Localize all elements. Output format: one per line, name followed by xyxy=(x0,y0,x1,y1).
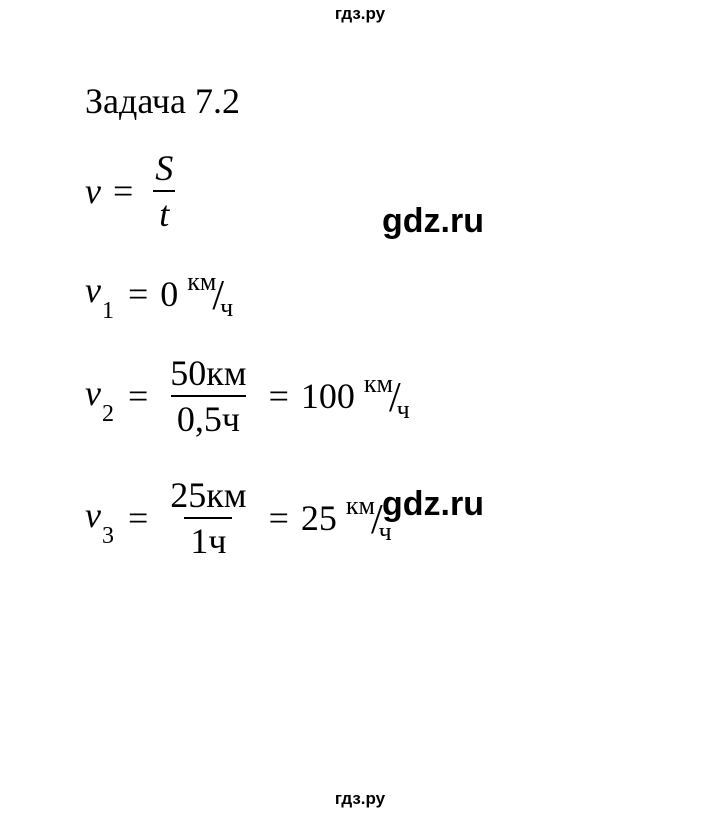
var-v3-sub: 3 xyxy=(102,523,114,549)
v2-numerator: 50км xyxy=(164,355,252,395)
v3-fraction: 25км 1ч xyxy=(164,477,252,559)
equation-v3: v3 = 25км 1ч = 25 км / ч xyxy=(85,477,645,559)
v2-value: 100 xyxy=(301,378,355,414)
v1-value: 0 xyxy=(160,276,178,312)
watermark-top: гдз.ру xyxy=(335,4,385,24)
equals-sign: = xyxy=(113,173,133,209)
var-v1-letter: v xyxy=(85,270,101,310)
v1-unit: км / ч xyxy=(187,273,233,315)
numerator-s: S xyxy=(149,150,179,190)
var-v2: v2 xyxy=(85,375,116,418)
v2-denominator: 0,5ч xyxy=(171,395,246,437)
var-v2-letter: v xyxy=(85,373,101,413)
var-v1: v1 xyxy=(85,272,116,315)
content: Задача 7.2 v = S t v1 = 0 км / ч xyxy=(85,80,645,591)
var-v2-sub: 2 xyxy=(102,401,114,427)
equation-v1: v1 = 0 км / ч xyxy=(85,272,645,315)
var-v1-sub: 1 xyxy=(102,298,114,324)
var-v3: v3 xyxy=(85,497,116,540)
equals-sign: = xyxy=(269,378,289,414)
var-v: v xyxy=(85,173,101,209)
equals-sign: = xyxy=(128,500,148,536)
v3-numerator: 25км xyxy=(164,477,252,517)
equation-v2: v2 = 50км 0,5ч = 100 км / ч xyxy=(85,355,645,437)
problem-title: Задача 7.2 xyxy=(85,80,645,122)
equals-sign: = xyxy=(128,378,148,414)
unit-h: ч xyxy=(397,397,410,423)
denominator-t: t xyxy=(153,190,175,232)
watermark-bottom: гдз.ру xyxy=(335,789,385,809)
v3-unit: км / ч xyxy=(346,497,392,539)
var-v3-letter: v xyxy=(85,495,101,535)
v2-unit: км / ч xyxy=(364,375,410,417)
unit-h: ч xyxy=(379,519,392,545)
equals-sign: = xyxy=(269,500,289,536)
v3-value: 25 xyxy=(301,500,337,536)
equals-sign: = xyxy=(128,276,148,312)
v2-fraction: 50км 0,5ч xyxy=(164,355,252,437)
fraction-s-over-t: S t xyxy=(149,150,179,232)
v3-denominator: 1ч xyxy=(184,517,232,559)
formula-definition: v = S t xyxy=(85,150,645,232)
page: гдз.ру gdz.ru gdz.ru гдз.ру Задача 7.2 v… xyxy=(0,0,720,825)
unit-h: ч xyxy=(220,295,233,321)
